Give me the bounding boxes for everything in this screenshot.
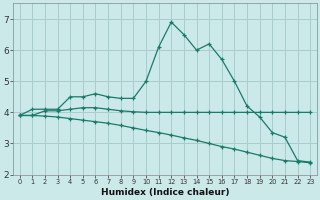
X-axis label: Humidex (Indice chaleur): Humidex (Indice chaleur) <box>101 188 229 197</box>
